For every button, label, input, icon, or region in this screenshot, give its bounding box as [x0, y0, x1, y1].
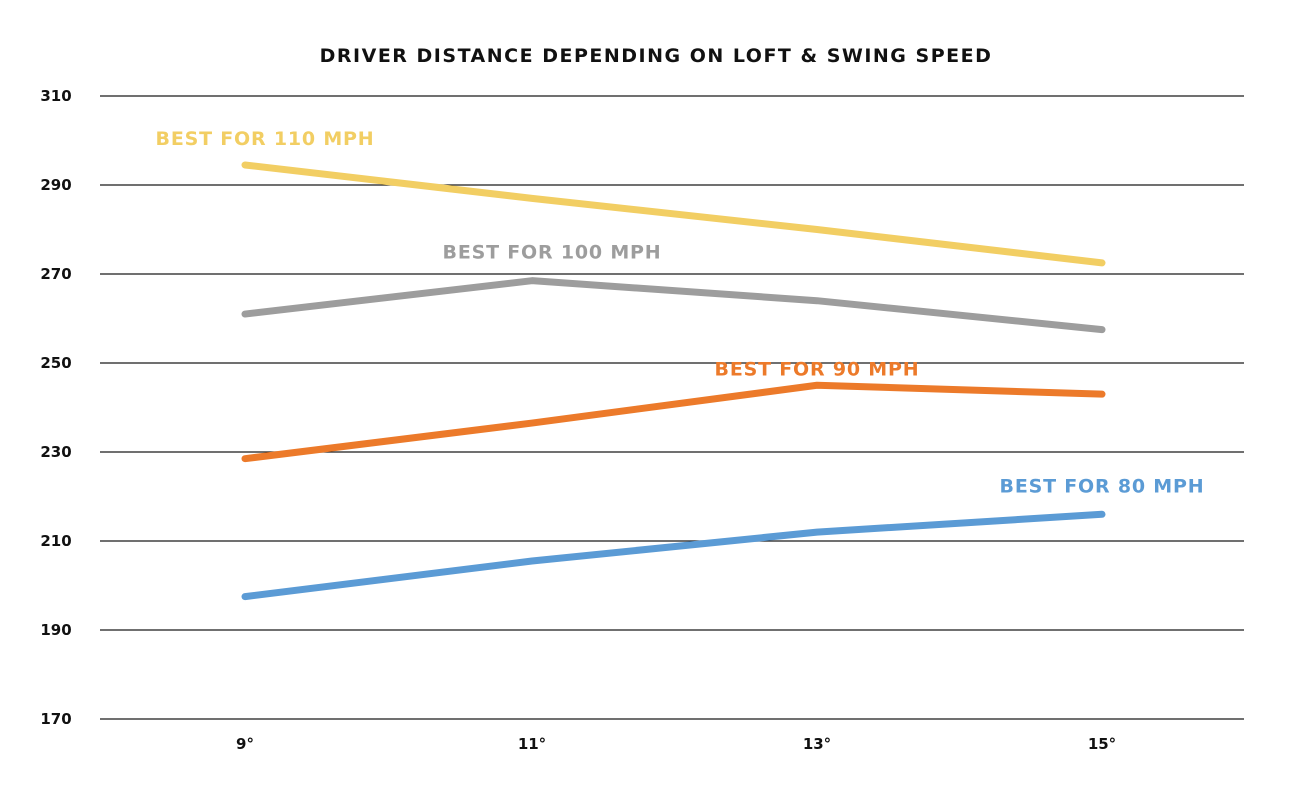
series-line-90-mph — [241, 381, 1106, 463]
series-labels: BEST FOR 110 MPH BEST FOR 100 MPH BEST FOR… — [156, 128, 1205, 497]
y-tick-label: 170 — [40, 710, 71, 728]
y-tick-label: 210 — [40, 532, 71, 550]
series-label-90-mph: BEST FOR 90 MPH — [715, 358, 920, 380]
series-label-110-mph: BEST FOR 110 MPH — [156, 128, 375, 150]
y-axis-ticks: 170 190 210 230 250 270 290 310 — [40, 87, 71, 728]
series-label-80-mph: BEST FOR 80 MPH — [1000, 475, 1205, 497]
x-tick-label: 15° — [1088, 735, 1116, 753]
series-label-100-mph: BEST FOR 100 MPH — [443, 242, 662, 264]
x-tick-label: 9° — [236, 735, 254, 753]
y-tick-label: 190 — [40, 621, 71, 639]
series-group — [241, 161, 1106, 601]
y-tick-label: 270 — [40, 265, 71, 283]
y-tick-label: 250 — [40, 354, 71, 372]
y-tick-label: 230 — [40, 443, 71, 461]
x-axis-ticks: 9° 11° 13° 15° — [236, 735, 1116, 753]
x-tick-label: 11° — [518, 735, 546, 753]
chart-title: DRIVER DISTANCE DEPENDING ON LOFT & SWIN… — [320, 45, 993, 67]
y-tick-label: 310 — [40, 87, 71, 105]
x-tick-label: 13° — [803, 735, 831, 753]
y-tick-label: 290 — [40, 176, 71, 194]
series-line-100-mph — [241, 277, 1106, 334]
series-line-110-mph — [241, 161, 1106, 267]
series-line-80-mph — [241, 510, 1106, 601]
